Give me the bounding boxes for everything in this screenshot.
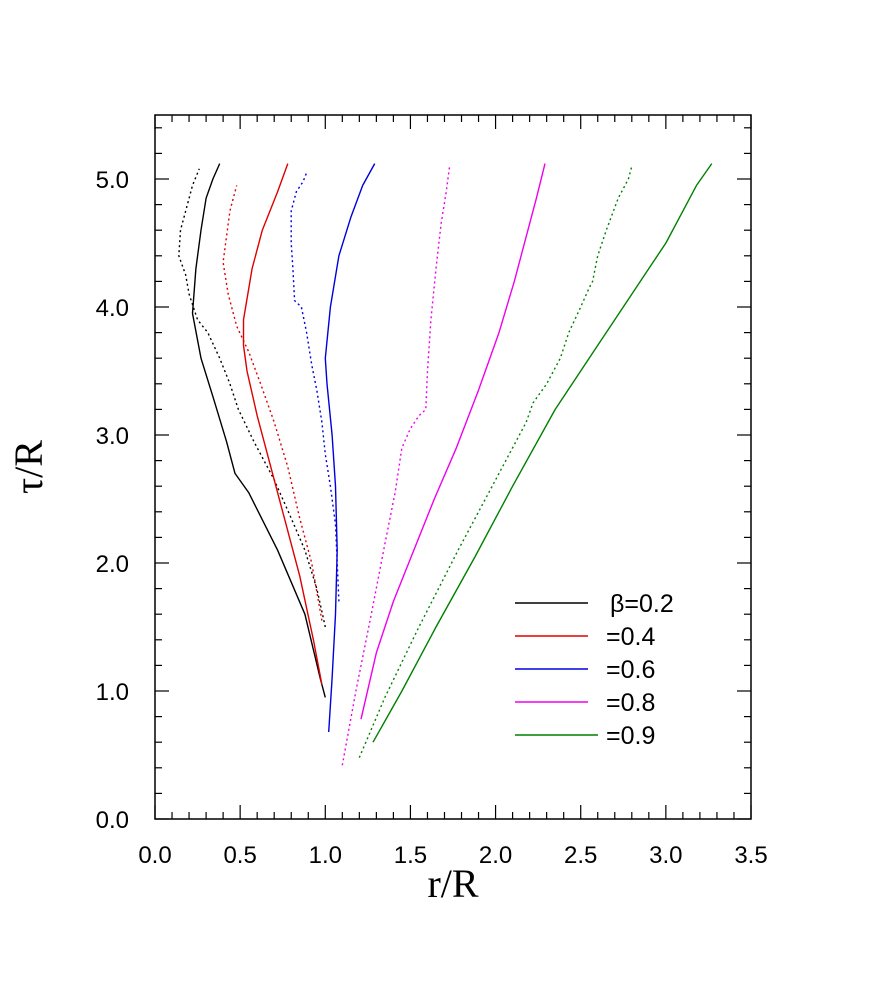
series-line xyxy=(290,172,340,602)
y-tick-label: 5.0 xyxy=(96,167,129,194)
x-tick-label: 2.0 xyxy=(479,842,512,869)
tick-labels: 0.0 0.5 1.0 1.5 2.0 2.5 3.0 3.5 0.0 1.0 2.0 3.0 4.0 5… xyxy=(96,167,768,869)
x-tick-label: 0.0 xyxy=(138,842,171,869)
legend-label: =0.6 xyxy=(606,656,655,684)
series-line xyxy=(324,163,376,733)
ticks xyxy=(154,115,752,820)
plot-frame xyxy=(154,114,752,820)
x-tick-label: 3.0 xyxy=(649,842,682,869)
x-axis-label: r/R xyxy=(427,861,478,906)
series-line xyxy=(358,166,633,758)
series-line xyxy=(360,163,546,720)
y-tick-label: 2.0 xyxy=(96,551,129,578)
legend-label: =0.4 xyxy=(606,623,655,651)
series-line xyxy=(191,163,326,698)
x-tick-label: 0.5 xyxy=(223,842,256,869)
legend-label: =0.9 xyxy=(606,722,655,750)
x-tick-label: 1.5 xyxy=(394,842,427,869)
y-axis-label: τ/R xyxy=(6,440,51,494)
y-tick-label: 4.0 xyxy=(96,295,129,322)
legend-label: β=0.2 xyxy=(610,590,674,618)
series-line xyxy=(222,185,323,621)
legend: β=0.2 =0.4 =0.6 =0.8 =0.9 xyxy=(515,590,674,750)
series-lines xyxy=(178,163,713,766)
y-tick-label: 0.0 xyxy=(96,807,129,834)
y-tick-label: 3.0 xyxy=(96,423,129,450)
y-tick-label: 1.0 xyxy=(96,679,129,706)
x-tick-label: 2.5 xyxy=(564,842,597,869)
x-tick-label: 3.5 xyxy=(734,842,767,869)
series-line xyxy=(242,163,323,685)
series-line xyxy=(372,163,713,743)
x-tick-label: 1.0 xyxy=(309,842,342,869)
series-line xyxy=(178,168,326,628)
legend-label: =0.8 xyxy=(606,689,655,717)
series-line xyxy=(341,166,451,766)
